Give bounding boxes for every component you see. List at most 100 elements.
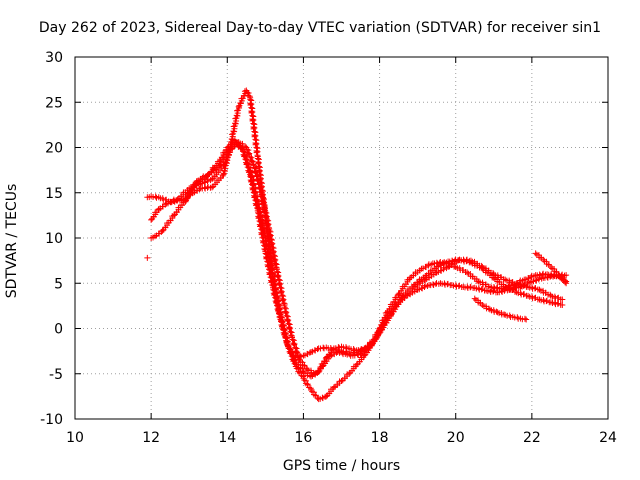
data-point <box>551 299 558 306</box>
data-point <box>353 361 360 368</box>
data-point <box>306 349 313 356</box>
data-point <box>264 222 271 229</box>
data-point <box>266 233 273 240</box>
x-tick-label: 16 <box>295 430 313 446</box>
x-tick-label: 20 <box>447 430 465 446</box>
data-point <box>254 205 261 212</box>
data-point <box>563 272 570 279</box>
data-point <box>255 160 262 167</box>
data-point <box>186 189 193 196</box>
data-point <box>251 194 258 201</box>
data-point <box>274 307 281 314</box>
data-point <box>516 278 523 285</box>
data-point <box>266 271 273 278</box>
x-tick-label: 18 <box>371 430 389 446</box>
data-point <box>330 384 337 391</box>
y-tick-label: 30 <box>45 50 63 66</box>
data-point <box>244 164 251 171</box>
data-point <box>536 286 543 293</box>
data-point <box>252 141 259 148</box>
data-point <box>338 377 345 384</box>
data-point <box>220 162 227 169</box>
data-point <box>152 193 159 200</box>
data-point <box>182 198 189 205</box>
data-point <box>355 347 362 354</box>
data-point <box>251 133 258 140</box>
data-point <box>291 341 298 348</box>
data-point <box>467 257 474 264</box>
y-tick-label: 10 <box>45 231 63 247</box>
data-point <box>148 216 155 223</box>
data-point <box>249 186 256 193</box>
data-point <box>205 171 212 178</box>
data-point <box>258 231 265 238</box>
chart-title: Day 262 of 2023, Sidereal Day-to-day VTE… <box>38 20 602 36</box>
data-point <box>440 260 447 267</box>
data-point <box>387 311 394 318</box>
data-point <box>245 151 252 158</box>
data-point <box>256 186 263 193</box>
data-point <box>517 281 524 288</box>
data-point <box>464 269 471 276</box>
data-point <box>346 370 353 377</box>
data-point <box>279 323 286 330</box>
data-point <box>292 344 299 351</box>
data-point <box>273 299 280 306</box>
data-point <box>540 296 547 303</box>
data-point <box>248 109 255 116</box>
data-point <box>270 249 277 256</box>
y-axis-label: SDTVAR / TECUs <box>4 183 20 299</box>
data-point <box>562 279 569 286</box>
data-point <box>243 161 250 168</box>
data-point <box>289 352 296 359</box>
data-point <box>260 239 267 246</box>
data-point <box>235 103 242 110</box>
data-point <box>291 341 298 348</box>
y-tick-label: 20 <box>45 141 63 157</box>
data-point <box>286 325 293 332</box>
data-point <box>358 345 365 352</box>
data-point <box>144 254 151 261</box>
data-point <box>269 281 276 288</box>
data-point <box>524 280 531 287</box>
data-point <box>532 277 539 284</box>
data-point <box>174 196 181 203</box>
axis-tick-labels: 10 12 14 16 18 20 22 24 -10 -5 0 5 10 15 20 25 30 <box>40 50 617 446</box>
data-point <box>279 297 286 304</box>
y-tick-label: -5 <box>49 367 63 383</box>
data-point <box>323 393 330 400</box>
data-point <box>276 281 283 288</box>
data-point <box>501 311 508 318</box>
data-point <box>280 326 287 333</box>
data-point <box>532 250 539 257</box>
data-point <box>250 125 257 132</box>
data-point <box>253 149 260 156</box>
y-tick-label: 15 <box>45 186 63 202</box>
axis-ticks <box>74 56 609 420</box>
data-point <box>376 330 383 337</box>
data-point <box>284 318 291 325</box>
data-point <box>248 178 255 185</box>
x-tick-label: 12 <box>142 430 160 446</box>
y-tick-label: 5 <box>54 276 63 292</box>
data-point <box>294 352 301 359</box>
data-point <box>278 289 285 296</box>
data-point <box>282 334 289 341</box>
data-point <box>263 255 270 262</box>
data-point <box>493 308 500 315</box>
data-point <box>204 178 211 185</box>
data-point <box>170 198 177 205</box>
data-point <box>224 144 231 151</box>
data-point <box>271 291 278 298</box>
data-point <box>287 350 294 357</box>
data-point <box>250 161 257 168</box>
data-point <box>253 202 260 209</box>
data-point <box>268 241 275 248</box>
data-point <box>315 368 322 375</box>
data-point <box>528 274 535 281</box>
data-point <box>279 322 286 329</box>
data-point <box>255 215 262 222</box>
data-point <box>354 351 361 358</box>
data-point <box>264 263 271 270</box>
data-point <box>471 295 478 302</box>
